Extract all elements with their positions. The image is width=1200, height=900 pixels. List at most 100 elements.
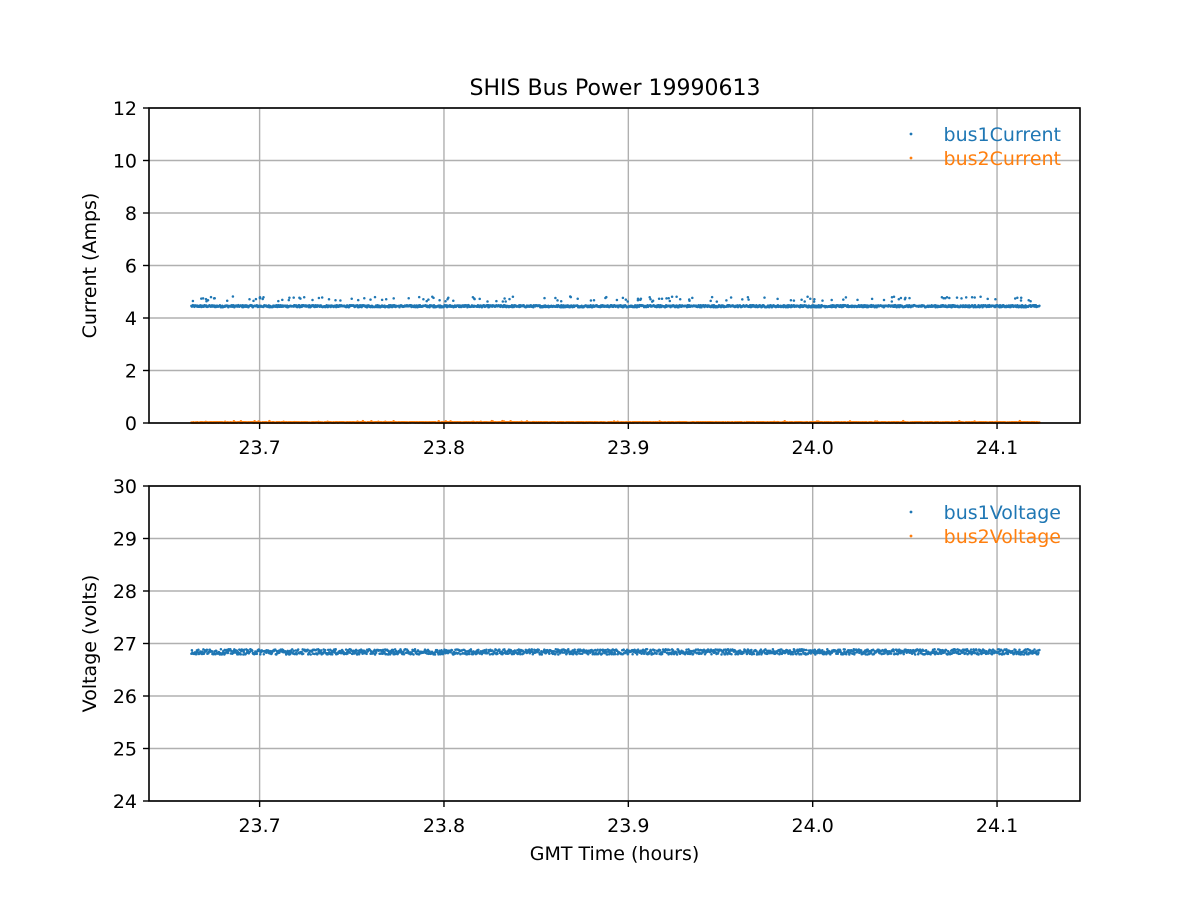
data-point xyxy=(688,299,691,303)
data-point xyxy=(435,648,439,652)
data-point xyxy=(330,653,334,656)
data-point xyxy=(296,648,300,651)
data-point xyxy=(979,295,982,299)
data-point xyxy=(670,295,674,299)
data-point xyxy=(334,299,337,302)
data-point xyxy=(1027,299,1030,302)
data-point xyxy=(892,295,896,298)
data-point xyxy=(658,648,662,652)
data-point xyxy=(210,649,214,653)
data-point xyxy=(843,648,847,651)
data-point xyxy=(621,296,625,300)
data-point xyxy=(501,300,505,303)
data-point xyxy=(668,299,672,303)
data-point xyxy=(899,296,903,300)
data-point xyxy=(417,295,421,299)
data-point xyxy=(812,300,816,303)
legend-marker xyxy=(909,156,913,160)
data-point xyxy=(392,419,395,423)
data-point xyxy=(277,299,280,303)
data-point xyxy=(631,653,634,656)
data-point xyxy=(710,295,714,299)
data-point xyxy=(668,648,671,652)
data-point xyxy=(567,648,570,651)
data-point xyxy=(821,299,824,302)
data-point xyxy=(667,296,670,300)
data-point xyxy=(610,651,614,654)
data-point xyxy=(645,648,649,651)
data-point xyxy=(302,295,306,299)
data-point xyxy=(741,298,744,301)
data-point xyxy=(288,296,291,300)
data-point xyxy=(973,296,976,299)
data-point xyxy=(323,648,327,652)
data-point xyxy=(948,296,951,300)
data-point xyxy=(537,648,541,652)
legend-marker xyxy=(909,132,913,136)
data-point xyxy=(281,298,284,302)
data-point xyxy=(503,297,506,300)
data-point xyxy=(964,296,968,299)
data-point xyxy=(813,297,816,301)
data-point xyxy=(1013,297,1017,300)
data-point xyxy=(433,653,437,656)
data-point xyxy=(568,295,572,298)
data-point xyxy=(427,298,430,301)
data-point xyxy=(339,299,342,302)
data-point xyxy=(258,295,262,299)
data-point xyxy=(334,648,337,651)
data-point xyxy=(655,652,658,655)
data-point xyxy=(1016,296,1019,300)
data-point xyxy=(450,648,454,652)
data-point xyxy=(413,648,417,651)
data-point xyxy=(317,296,321,300)
data-point xyxy=(746,295,750,299)
data-point xyxy=(201,297,205,300)
data-point xyxy=(970,295,974,299)
data-point xyxy=(356,298,360,302)
data-point xyxy=(469,648,473,651)
data-point xyxy=(556,299,559,302)
data-point xyxy=(363,296,366,300)
data-point xyxy=(508,297,511,301)
data-point xyxy=(636,297,640,300)
data-point xyxy=(215,649,218,653)
data-point xyxy=(446,297,449,301)
data-point xyxy=(540,653,544,656)
data-point xyxy=(437,419,440,423)
data-point xyxy=(675,651,678,654)
data-point xyxy=(380,298,384,302)
data-point xyxy=(1018,419,1022,423)
data-point xyxy=(763,296,766,299)
y-tick-label: 10 xyxy=(113,151,137,173)
data-point xyxy=(709,299,712,303)
data-point xyxy=(444,299,447,303)
data-point xyxy=(809,297,812,300)
data-point xyxy=(432,296,435,300)
data-point xyxy=(374,651,378,654)
data-point xyxy=(613,652,617,656)
data-point xyxy=(219,648,223,651)
data-point xyxy=(361,419,365,423)
data-point xyxy=(592,298,596,302)
data-point xyxy=(268,419,271,423)
data-point xyxy=(486,300,489,303)
data-point xyxy=(639,297,643,301)
data-point xyxy=(292,296,295,299)
data-point xyxy=(232,419,236,423)
data-point xyxy=(239,419,243,423)
data-point xyxy=(750,648,753,652)
series-bus1Current xyxy=(190,295,1041,309)
data-point xyxy=(472,297,476,300)
data-point xyxy=(548,652,551,655)
x-tick-label: 24.1 xyxy=(976,437,1018,459)
x-tick-label: 23.8 xyxy=(423,437,465,459)
data-point xyxy=(725,299,728,302)
data-point xyxy=(478,297,481,301)
x-tick-label: 23.7 xyxy=(238,437,280,459)
data-point xyxy=(239,653,243,656)
data-point xyxy=(287,298,291,302)
data-point xyxy=(830,298,833,302)
